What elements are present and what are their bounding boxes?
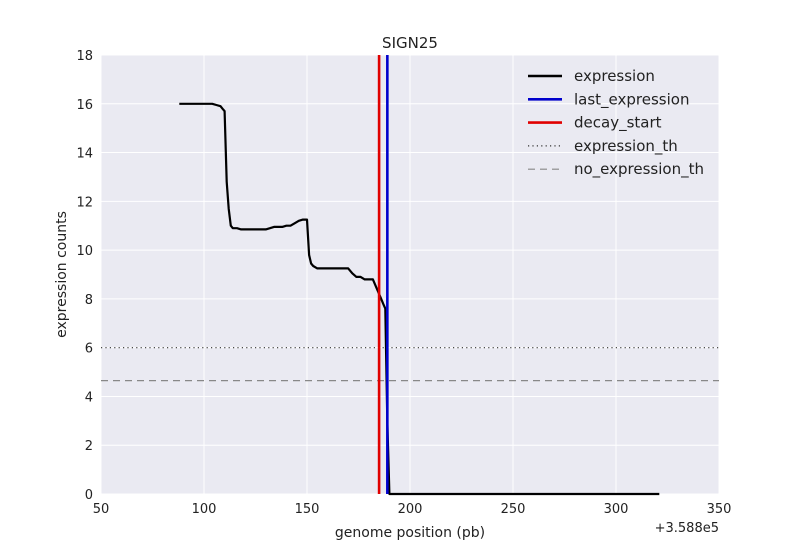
y-tick-label: 18 <box>76 49 93 64</box>
series-lines <box>179 55 660 496</box>
expression_th-legend-label: expression_th <box>574 137 678 156</box>
y-tick-label: 6 <box>85 342 93 357</box>
no_expression_th-legend-label: no_expression_th <box>574 160 704 179</box>
x-tick-label: 350 <box>707 502 732 517</box>
x-axis-label: genome position (pb) <box>335 525 485 541</box>
y-tick-label: 0 <box>85 488 93 503</box>
legend: expression last_expression decay_startexpr… <box>528 67 704 179</box>
x-tick-label: 150 <box>295 502 320 517</box>
y-tick-label: 10 <box>76 244 93 259</box>
x-tick-labels: 50 100 150 200 250 300 350 <box>93 502 732 517</box>
expression-legend-label: expression <box>574 67 655 85</box>
decay_start-legend-label: decay_start <box>574 114 662 133</box>
expression-line <box>179 102 660 496</box>
y-tick-label: 8 <box>85 293 93 308</box>
x-tick-label: 250 <box>501 502 526 517</box>
y-tick-label: 2 <box>85 439 93 454</box>
y-axis-label: expression counts <box>54 211 70 338</box>
y-tick-label: 4 <box>85 390 93 405</box>
y-tick-label: 12 <box>76 195 93 210</box>
x-tick-label: 300 <box>604 502 629 517</box>
x-tick-label: 200 <box>398 502 423 517</box>
reference-lines <box>101 347 719 382</box>
last_expression-legend-label: last_expression <box>574 90 689 109</box>
chart-title: SIGN25 <box>382 34 438 52</box>
y-tick-label: 14 <box>76 147 93 162</box>
x-tick-label: 100 <box>192 502 217 517</box>
x-tick-label: 50 <box>93 502 110 517</box>
y-tick-labels: 0 2 4 6 8 10 12 14 16 18 <box>76 49 93 503</box>
x-offset-label: +3.588e5 <box>655 521 719 536</box>
y-tick-label: 16 <box>76 98 93 113</box>
